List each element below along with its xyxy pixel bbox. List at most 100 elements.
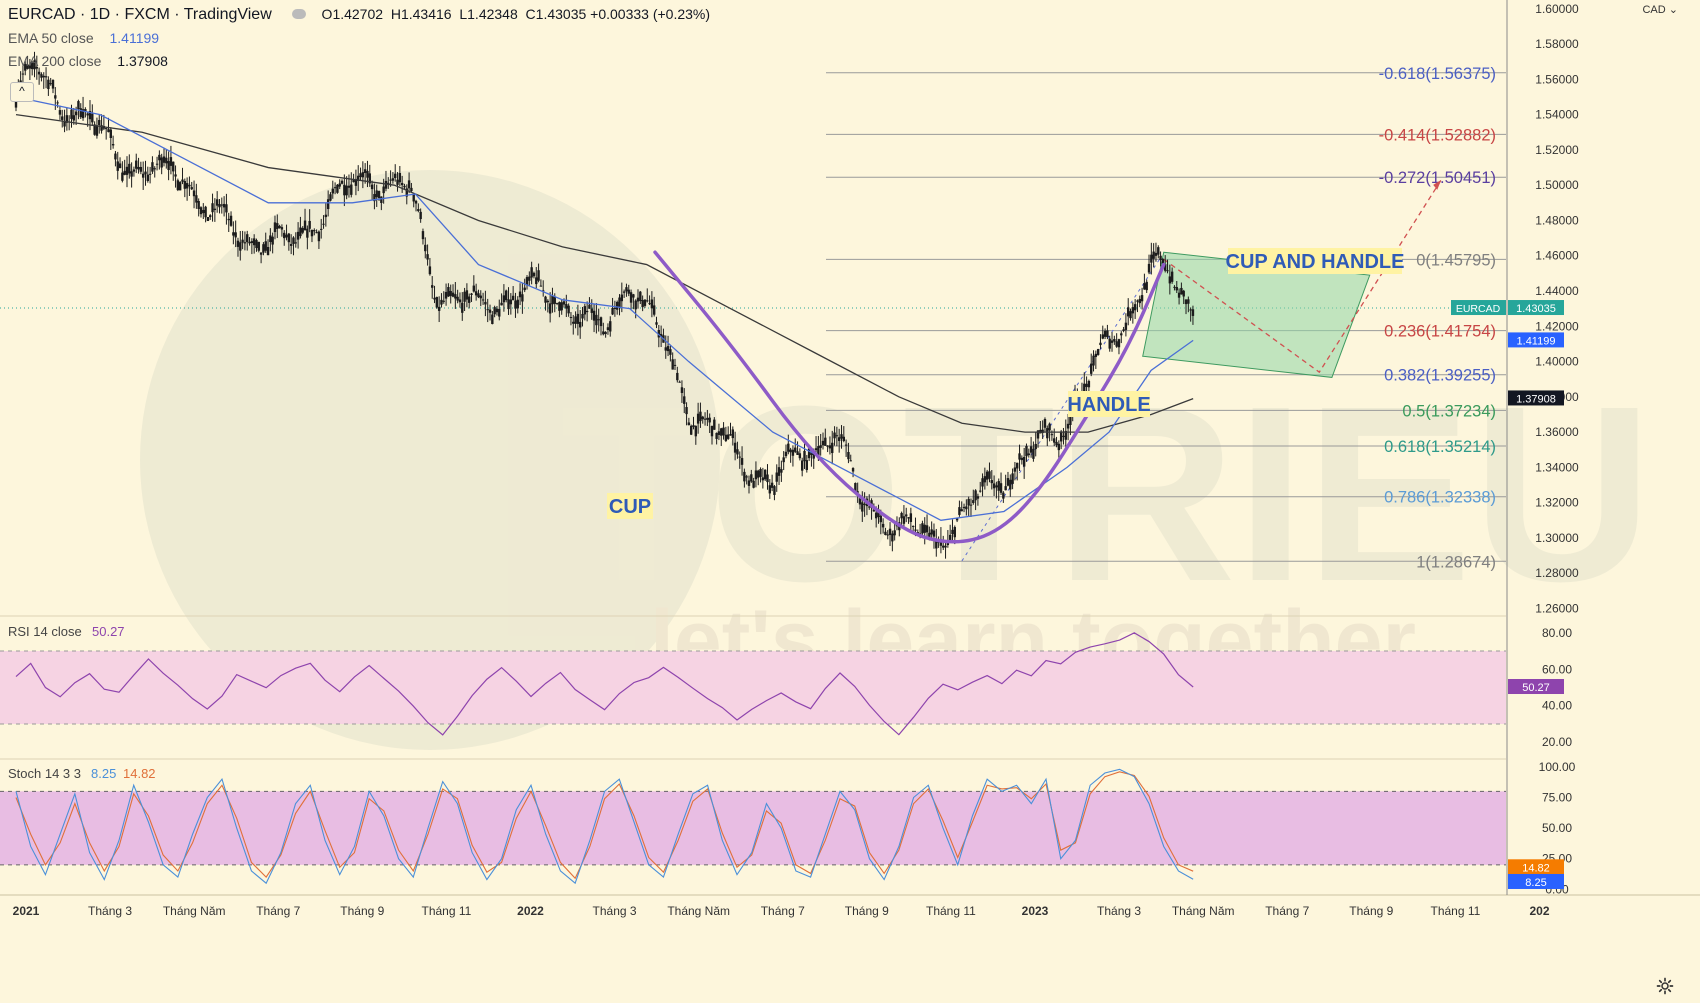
candle-body [546,300,550,303]
candle-body [694,425,698,437]
price-tag-value: 1.43035 [1516,303,1556,315]
candle-body [158,154,161,161]
ema200-legend[interactable]: EMA 200 close 1.37908 [8,53,168,69]
candle-body [44,76,48,78]
candle-body [812,451,815,459]
candle-body [988,471,991,479]
candle-body [1191,309,1195,316]
candle-body [669,349,672,355]
candle-body [310,229,314,237]
candle-body [974,490,977,501]
candle-body [213,208,217,211]
candle-body [56,102,59,104]
candle-body [49,83,52,85]
candle-body [324,214,328,218]
candle-body [699,411,702,422]
time-axis-tick: 2022 [517,904,544,918]
time-axis-tick: Tháng Năm [163,904,226,918]
currency-selector[interactable]: CAD ⌄ [1642,3,1678,16]
currency-label: CAD [1642,4,1666,16]
candle-body [98,120,101,126]
candle-body [394,173,397,178]
time-axis-tick: 2021 [13,904,40,918]
rsi-value-tag [1508,679,1564,695]
candle-body [1154,252,1158,256]
rsi-axis-tick: 80.00 [1542,626,1572,640]
candle-body [266,247,270,256]
ema50-legend[interactable]: EMA 50 close 1.41199 [8,30,159,46]
candle-body [340,180,344,184]
candle-body [639,291,642,302]
candle-body [990,480,993,484]
candle-body [641,300,644,308]
candle-body [123,170,126,175]
candle-body [403,185,406,188]
candle-body [407,180,411,189]
candle-body [141,173,145,178]
candle-body [366,170,369,178]
candle-body [389,179,392,181]
candle-body [602,331,605,335]
candle-body [731,429,735,439]
candle-body [246,234,249,243]
candle-body [874,512,878,519]
candle-body [292,237,295,244]
gear-icon[interactable] [1656,977,1674,995]
candle-body [289,243,293,246]
candle-body [1180,287,1183,295]
candle-body [472,285,476,292]
candle-body [976,496,980,499]
candle-body [1150,254,1153,263]
candle-body [373,194,376,202]
candle-body [433,297,436,300]
candle-body [611,308,614,315]
candle-body [121,172,124,181]
candle-body [505,290,508,301]
projection-arrowhead [1433,179,1442,190]
candle-body [352,179,355,183]
candle-body [551,296,554,305]
visibility-toggle-icon[interactable] [291,9,306,19]
candle-body [955,518,959,521]
candle-body [574,316,577,324]
candle-body [153,168,156,170]
candle-body [400,182,404,186]
candle-body [47,79,50,90]
candle-body [271,236,274,245]
candle-body [514,300,517,309]
collapse-legend-button[interactable]: ^ [10,82,34,102]
candle-body [234,232,237,238]
candle-body [1092,355,1095,366]
candle-body [1096,349,1100,355]
price-axis-tick: 1.52000 [1535,143,1579,157]
candle-body [215,199,219,206]
candle-body [1002,492,1005,499]
candle-body [572,321,575,324]
candle-body [821,440,825,446]
candle-body [1175,287,1178,291]
price-axis-tick: 1.58000 [1535,37,1579,51]
candle-body [1168,276,1172,284]
candle-body [1036,430,1040,439]
candle-body [322,223,325,225]
candle-body [125,166,129,175]
symbol-legend[interactable]: EURCAD · 1D · FXCM · TradingView O1.4270… [8,6,710,24]
candle-body [1009,479,1012,490]
candle-body [225,204,228,213]
candle-body [810,451,813,455]
candle-body [683,396,686,404]
candle-body [1066,423,1070,429]
candle-body [437,306,441,311]
candle-body [326,199,330,209]
candle-body [396,179,399,185]
candle-body [680,387,684,393]
candle-body [1166,270,1169,272]
candle-body [652,305,656,315]
candle-body [923,524,926,533]
ema50-label: EMA 50 close [8,30,94,46]
candle-body [803,450,806,462]
candle-body [886,534,889,536]
price-axis-tick: 1.42000 [1535,319,1579,333]
candle-body [449,290,452,296]
